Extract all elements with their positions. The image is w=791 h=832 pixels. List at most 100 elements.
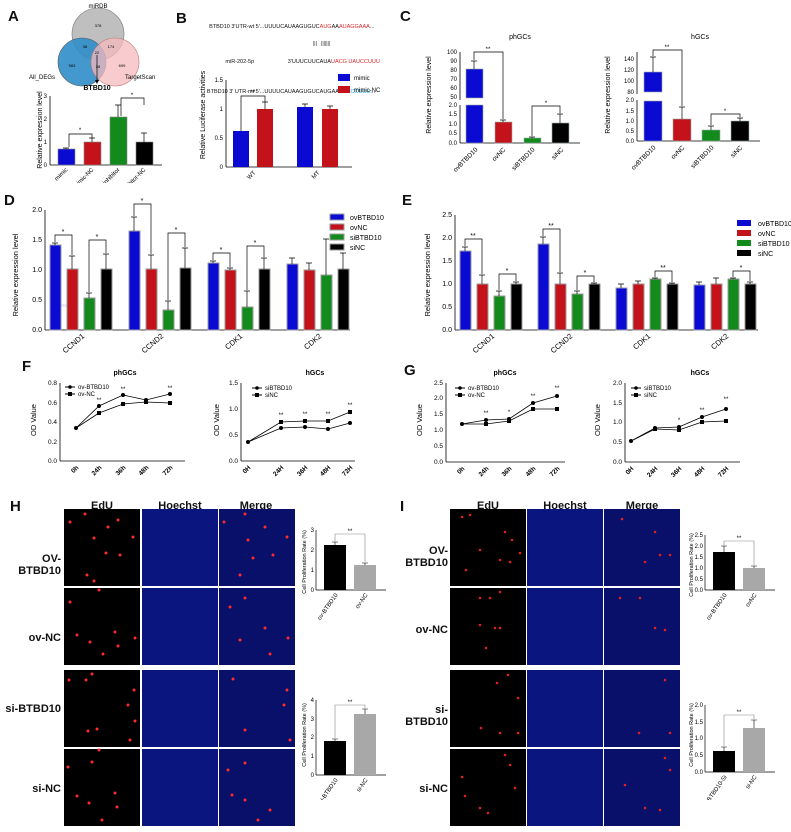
svg-text:**: **: [737, 536, 742, 542]
micro-h-edu-1: [64, 509, 140, 586]
row-label-i-ov-btbd10: OV-BTBD10: [405, 545, 448, 569]
svg-text:si-NC: si-NC: [356, 777, 370, 793]
micro-h-merge-3: [219, 670, 295, 747]
svg-text:72h: 72h: [549, 465, 562, 478]
svg-text:OD Value: OD Value: [593, 404, 602, 436]
svg-text:**: **: [348, 529, 353, 535]
svg-text:50: 50: [450, 95, 457, 101]
row-label-i-ov-nc: ov-NC: [415, 624, 448, 636]
svg-text:0.0: 0.0: [449, 141, 458, 147]
svg-text:1.0: 1.0: [434, 427, 443, 434]
svg-text:**: **: [97, 398, 102, 404]
chart-f-phgcs: phGCs OD Value 0.0 0.2 0.4 0.6 0.8 ** **…: [29, 370, 185, 477]
svg-text:0.4: 0.4: [48, 419, 57, 426]
svg-text:*: *: [220, 247, 223, 254]
venn-diagram: miRDB All_DEGs TargetScan 378 583 699 38…: [29, 4, 155, 90]
sequence-row-mt: BTBD10 3' UTR-mt 5'...UUUUCAUAAGUGUCAUGA…: [206, 89, 375, 95]
svg-text:*: *: [740, 265, 743, 272]
svg-text:ovNC: ovNC: [491, 146, 508, 163]
svg-text:inhibitor: inhibitor: [102, 167, 121, 183]
svg-text:ovBTBD10: ovBTBD10: [452, 146, 479, 173]
micro-i-merge-1: [604, 509, 680, 586]
svg-text:24h: 24h: [478, 465, 491, 478]
svg-text:2.0: 2.0: [626, 98, 635, 104]
svg-text:si-NC: si-NC: [745, 774, 759, 790]
svg-text:CDK2: CDK2: [709, 332, 730, 352]
svg-text:36h: 36h: [115, 464, 128, 477]
chart-d: Relative expression level 0.0 0.5 1.0 1.…: [11, 198, 384, 355]
svg-text:OD Value: OD Value: [212, 404, 221, 436]
svg-text:phGCs: phGCs: [114, 370, 137, 377]
svg-text:60: 60: [450, 86, 457, 92]
svg-text:ovBTBD10: ovBTBD10: [350, 215, 384, 222]
sequence-alignment: BTBD10 3'UTR-wt 5'...UUUUCAUAAGUGUCAUGAA…: [193, 12, 393, 107]
micro-i-merge-3: [604, 670, 680, 747]
svg-text:*: *: [724, 109, 727, 115]
svg-text:72H: 72H: [341, 464, 355, 478]
svg-text:72h: 72h: [162, 464, 175, 477]
svg-text:48h: 48h: [138, 464, 151, 477]
svg-text:48H: 48H: [693, 465, 707, 479]
svg-text:hGCs: hGCs: [691, 34, 709, 41]
svg-text:*: *: [175, 227, 178, 234]
chart-a: Relative expression level 0 1 2 3 * * mi…: [37, 91, 162, 183]
svg-text:phGCs: phGCs: [494, 370, 517, 377]
svg-text:0.5: 0.5: [434, 443, 443, 450]
svg-text:siBTBD10: siBTBD10: [265, 386, 293, 392]
chart-i-ov: Cell Proliferation Rate (%) 0.0 0.5 1.0 …: [689, 533, 775, 620]
svg-text:1.5: 1.5: [449, 112, 458, 118]
micro-h-edu-4: [64, 749, 140, 826]
micro-i-edu-3: [450, 670, 526, 747]
panel-label-a: A: [8, 8, 19, 25]
svg-text:inhibitor-NC: inhibitor-NC: [121, 167, 148, 183]
micro-i-edu-4: [450, 749, 526, 826]
svg-text:80: 80: [450, 68, 457, 74]
svg-text:Relative expression level: Relative expression level: [426, 56, 433, 134]
svg-text:28: 28: [96, 64, 101, 69]
svg-text:2.0: 2.0: [434, 395, 443, 402]
svg-text:2.0: 2.0: [695, 544, 704, 550]
svg-text:**: **: [665, 45, 670, 51]
svg-text:ov-NC: ov-NC: [468, 393, 486, 399]
svg-text:*: *: [584, 270, 587, 277]
panel-label-d: D: [4, 192, 15, 209]
svg-text:**: **: [484, 411, 489, 417]
micro-i-hoechst-4: [527, 749, 603, 826]
svg-text:1.5: 1.5: [695, 555, 704, 561]
svg-text:1.0: 1.0: [613, 419, 622, 426]
base-pairing: ||| |||||||: [313, 41, 331, 47]
svg-text:Relative expression level: Relative expression level: [11, 233, 20, 316]
chart-i-si: Cell Proliferation Rate (%) 0.0 0.5 1.0 …: [689, 703, 775, 800]
svg-text:**: **: [486, 47, 491, 53]
svg-text:1: 1: [44, 140, 48, 146]
svg-text:WT: WT: [247, 170, 258, 180]
svg-text:120: 120: [624, 68, 635, 74]
svg-text:Relative expression level: Relative expression level: [605, 56, 612, 134]
svg-text:CCND2: CCND2: [140, 332, 166, 355]
svg-text:2.0: 2.0: [613, 380, 622, 387]
svg-text:ovNC: ovNC: [758, 231, 776, 238]
svg-text:22: 22: [95, 50, 100, 55]
svg-text:1.5: 1.5: [32, 237, 42, 244]
svg-text:**: **: [121, 387, 126, 393]
svg-text:CCND2: CCND2: [549, 332, 575, 355]
svg-text:*: *: [79, 128, 82, 134]
svg-text:si-BTBD10: si-BTBD10: [318, 777, 340, 800]
svg-text:38: 38: [83, 44, 88, 49]
svg-text:*: *: [96, 234, 99, 241]
svg-text:0: 0: [44, 163, 48, 169]
svg-text:siBTBD10: siBTBD10: [690, 144, 716, 170]
svg-text:1.0: 1.0: [449, 122, 458, 128]
svg-text:100: 100: [624, 79, 635, 85]
svg-text:**: **: [303, 412, 308, 418]
svg-text:*: *: [678, 418, 681, 424]
svg-text:3: 3: [311, 717, 315, 723]
svg-text:BTBD10-Si: BTBD10-Si: [707, 775, 729, 800]
svg-text:48h: 48h: [525, 465, 538, 478]
svg-text:80: 80: [627, 90, 634, 96]
svg-text:1.0: 1.0: [442, 281, 452, 288]
svg-text:174: 174: [108, 44, 115, 49]
row-label-i-si-btbd10: si-BTBD10: [405, 704, 448, 728]
svg-text:hGCs: hGCs: [691, 370, 710, 377]
svg-text:Relative expression level: Relative expression level: [37, 91, 44, 169]
